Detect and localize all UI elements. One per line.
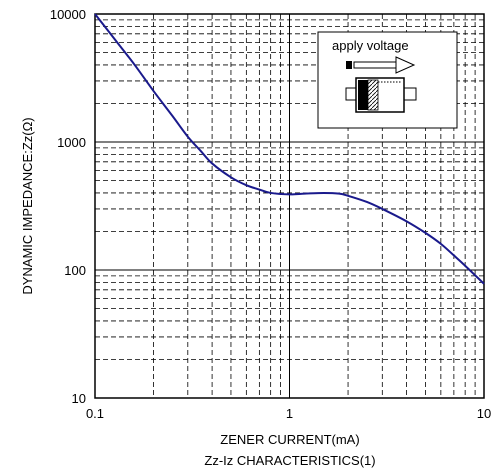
y-tick-label: 10000	[50, 7, 86, 22]
y-tick-label: 1000	[57, 135, 86, 150]
annotation-label: apply voltage	[332, 38, 409, 53]
chart-caption: Zz-Iz CHARACTERISTICS(1)	[204, 453, 375, 468]
x-tick-labels: 0.1 1 10	[86, 406, 491, 421]
y-axis-title: DYNAMIC IMPEDANCE:Zz(Ω)	[20, 117, 35, 294]
x-tick-label: 1	[286, 406, 293, 421]
y-tick-label: 100	[64, 263, 86, 278]
x-tick-label: 10	[477, 406, 491, 421]
major-gridlines	[95, 14, 484, 398]
diode-icon	[345, 77, 417, 113]
y-tick-label: 10	[72, 391, 86, 406]
x-axis-title: ZENER CURRENT(mA)	[220, 432, 359, 447]
impedance-curve	[94, 13, 485, 285]
plot-area-frame	[94, 13, 485, 399]
arrow-icon	[346, 56, 416, 74]
x-tick-label: 0.1	[86, 406, 104, 421]
y-tick-labels: 10 100 1000 10000	[50, 7, 86, 406]
series-layer	[94, 13, 485, 285]
apply-voltage-annotation: apply voltage	[317, 31, 458, 129]
